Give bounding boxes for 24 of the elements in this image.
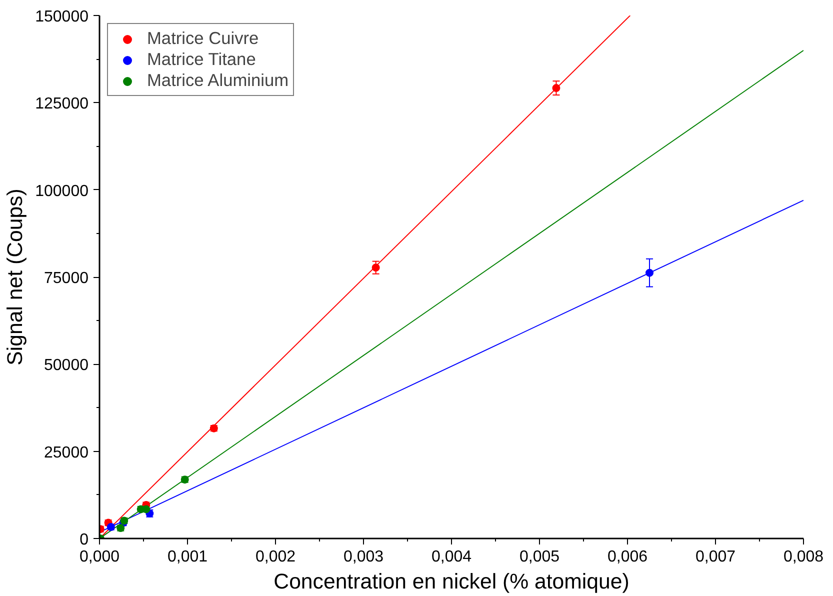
y-tick-label: 50000 [44,357,89,374]
x-tick-label: 0,006 [607,548,648,566]
x-tick-label: 0,003 [343,548,384,566]
x-tick-label: 0,008 [783,548,824,566]
x-axis-title: Concentration en nickel (% atomique) [274,570,630,594]
legend-label: Matrice Aluminium [147,70,289,91]
x-tick-label: 0,007 [695,548,736,566]
point [372,264,380,272]
x-tick-label: 0,000 [79,548,120,566]
legend-label: Matrice Titane [147,49,256,70]
point [552,84,560,92]
y-tick-label: 75000 [44,270,89,287]
y-axis-title: Signal net (Coups) [3,188,28,366]
y-tick-label: 125000 [35,96,89,113]
y-tick-label: 100000 [35,182,89,200]
point [646,268,654,277]
x-tick-label: 0,005 [519,548,560,566]
x-tick-label: 0,002 [255,548,296,566]
y-tick-label: 25000 [44,444,89,462]
legend-label: Matrice Cuivre [147,28,259,49]
x-tick-label: 0,001 [167,548,208,566]
y-tick-label: 0 [80,532,89,548]
y-tick-label: 150000 [35,8,89,26]
x-tick-label: 0,004 [431,548,472,566]
